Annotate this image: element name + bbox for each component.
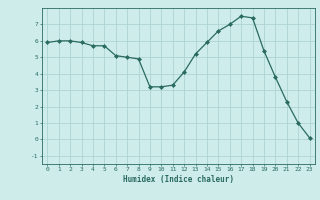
X-axis label: Humidex (Indice chaleur): Humidex (Indice chaleur) <box>123 175 234 184</box>
